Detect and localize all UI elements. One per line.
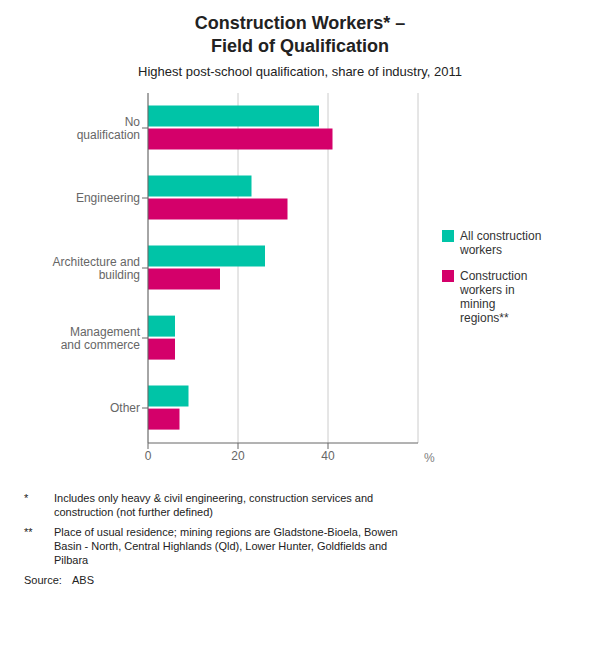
svg-text:Architecture andbuilding: Architecture andbuilding [53, 255, 140, 282]
svg-text:20: 20 [231, 449, 245, 463]
svg-text:40: 40 [321, 449, 335, 463]
svg-text:0: 0 [145, 449, 152, 463]
html-text:ABS: ABS [72, 574, 94, 586]
html-text:Construction workers in mining: Construction workers in mining regions** [460, 269, 528, 325]
svg-text:Managementand commerce: Managementand commerce [61, 325, 141, 352]
html-text:Highest post-school qualificat: Highest post-school qualification, share… [138, 64, 462, 79]
html-text:All construction workers: All construction workers [460, 229, 542, 257]
svg-text:Engineering: Engineering [76, 191, 140, 205]
svg-text:Other: Other [110, 401, 140, 415]
html-text:Construction Workers* – Field: Construction Workers* – Field of Qualifi… [194, 13, 406, 56]
html-text:Includes only heavy & civil en: Includes only heavy & civil engineering,… [54, 492, 374, 518]
html-text:Source:: Source: [24, 574, 62, 586]
svg-text:%: % [424, 451, 435, 465]
svg-text:Noqualification: Noqualification [77, 115, 141, 142]
html-text:Place of usual residence; mini: Place of usual residence; mining regions… [54, 526, 398, 566]
